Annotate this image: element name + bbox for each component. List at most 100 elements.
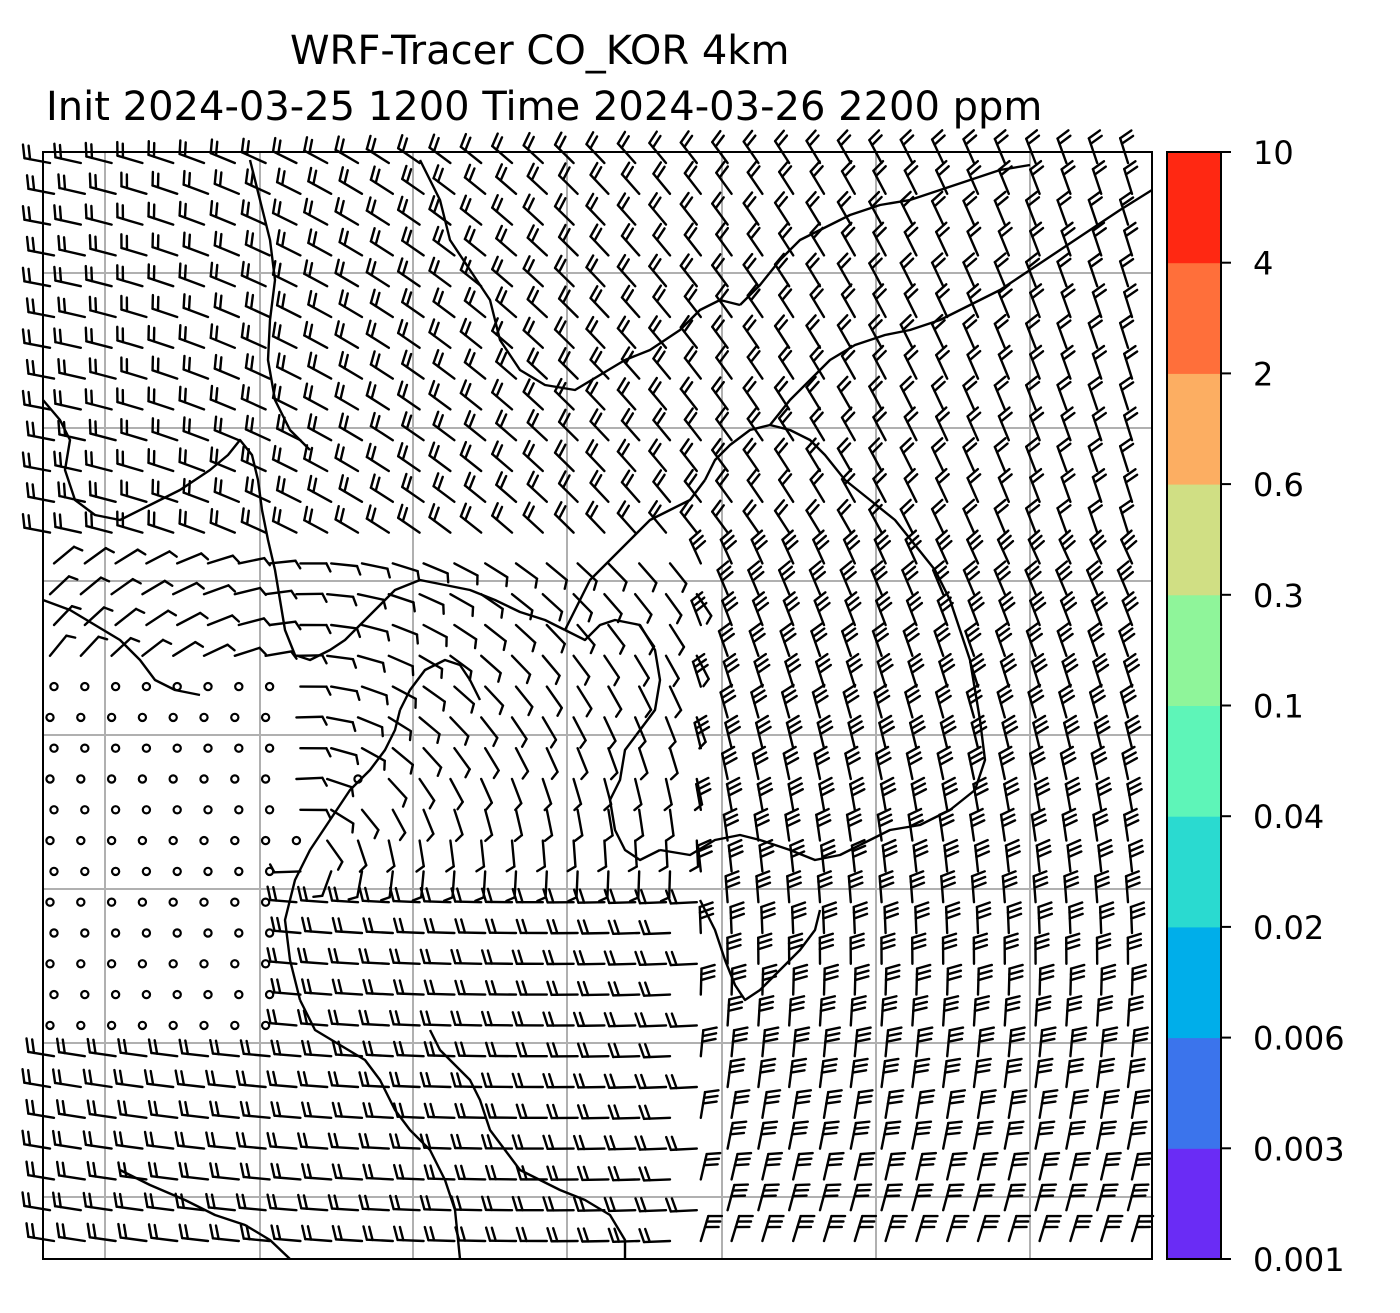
wind-barb [1062, 714, 1080, 750]
wind-barb [930, 375, 946, 411]
wind-barb [365, 381, 390, 411]
wind-barb [510, 716, 528, 748]
wind-barb [868, 437, 883, 473]
wind-barbs [21, 129, 1155, 1244]
wind-barb [1118, 498, 1135, 534]
wind-barb [841, 621, 859, 657]
coastline-korea-west [564, 618, 662, 862]
calm-marker [264, 681, 275, 692]
wind-barb [567, 870, 579, 903]
wind-barb [235, 1131, 267, 1150]
wind-barb [1003, 1057, 1023, 1089]
wind-barb [742, 499, 760, 534]
wind-barb [542, 1011, 575, 1027]
wind-barb [21, 205, 52, 226]
wind-barb [747, 560, 765, 596]
wind-barb [526, 470, 548, 503]
wind-barb [270, 1101, 302, 1120]
wind-barb [307, 166, 333, 196]
wind-barb [836, 498, 852, 534]
wind-barb [878, 714, 895, 750]
wind-barb [1007, 1089, 1028, 1120]
wind-barb [360, 685, 389, 706]
wind-barb [202, 643, 236, 657]
wind-barb [727, 838, 744, 873]
calm-marker [49, 805, 59, 815]
wind-barb [939, 714, 957, 750]
wind-barb [57, 419, 87, 442]
wind-barb [1099, 1089, 1121, 1120]
wind-barb [773, 437, 791, 473]
wind-barb [901, 560, 919, 596]
calm-marker [45, 774, 55, 784]
wind-barb [79, 576, 111, 596]
wind-barb [1095, 995, 1114, 1027]
wind-barb [993, 190, 1009, 226]
wind-barb [1056, 621, 1074, 657]
wind-barb [307, 474, 333, 503]
wind-barb [753, 652, 771, 688]
wind-barb [840, 468, 856, 503]
wind-barb [638, 1227, 672, 1244]
wind-barb [962, 190, 978, 226]
coastline-shandong [42, 598, 201, 697]
wind-barb [244, 476, 271, 503]
wind-barb [1119, 683, 1137, 719]
wind-barb [327, 886, 360, 904]
wind-barb [884, 1214, 908, 1243]
wind-barb [209, 507, 237, 534]
colorbar-ticks: 0.001 0.003 0.006 0.02 0.04 0.1 0.3 0.6 2 4 10 [1221, 134, 1345, 1279]
wind-barb [683, 345, 702, 380]
wind-barb [847, 870, 864, 904]
wind-barb [757, 1183, 780, 1212]
wind-barb [1007, 1026, 1026, 1058]
wind-barb [935, 283, 950, 319]
wind-barb [480, 654, 502, 683]
wind-barb [696, 838, 713, 873]
wind-barb [116, 448, 144, 473]
wind-barb [1003, 1120, 1025, 1150]
wind-barb [175, 552, 210, 565]
wind-barb [392, 917, 425, 935]
wind-barb [1099, 1026, 1119, 1058]
wind-barb [935, 344, 950, 380]
wind-barb [495, 286, 518, 319]
wind-barb [418, 593, 445, 616]
wind-barb [1123, 468, 1139, 503]
wind-barb [1034, 1057, 1054, 1089]
wind-barb [392, 979, 425, 996]
calm-marker [291, 835, 302, 846]
wind-barb [338, 166, 364, 196]
wind-barb [773, 252, 791, 288]
wind-barb [935, 159, 950, 196]
wind-barb [997, 283, 1013, 319]
wind-barb [53, 388, 83, 411]
wind-barb [976, 1151, 999, 1181]
wind-barb [480, 1195, 514, 1212]
wind-barb [147, 1099, 179, 1120]
wind-barb [1056, 498, 1072, 534]
wind-barb [326, 716, 357, 733]
wind-barb [933, 621, 951, 657]
wind-barb [423, 979, 456, 996]
wind-barb [396, 503, 421, 534]
wind-barb [206, 614, 241, 627]
calm-marker [80, 989, 90, 1000]
wind-barb [576, 623, 596, 655]
wind-barb [151, 170, 179, 196]
wind-barb [147, 509, 175, 534]
wind-barb [1038, 1089, 1059, 1120]
colorbar-band [1167, 1148, 1221, 1260]
wind-barb [1006, 901, 1023, 935]
wind-barb [842, 683, 860, 719]
wind-barb [301, 1101, 333, 1120]
wind-barb [746, 283, 764, 319]
wind-barb [362, 978, 394, 996]
wind-barb [634, 1196, 668, 1213]
wind-barb [658, 839, 669, 873]
wind-barb [428, 441, 452, 473]
wind-barb [266, 1193, 298, 1212]
calm-marker [45, 835, 55, 846]
wind-barb [915, 1089, 936, 1120]
wind-barb [48, 575, 79, 596]
